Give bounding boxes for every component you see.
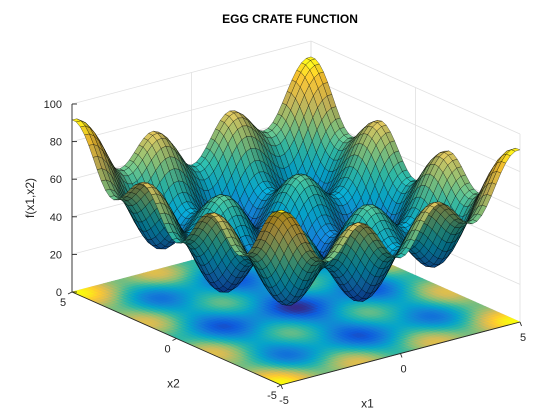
surface-mesh [71, 56, 521, 306]
